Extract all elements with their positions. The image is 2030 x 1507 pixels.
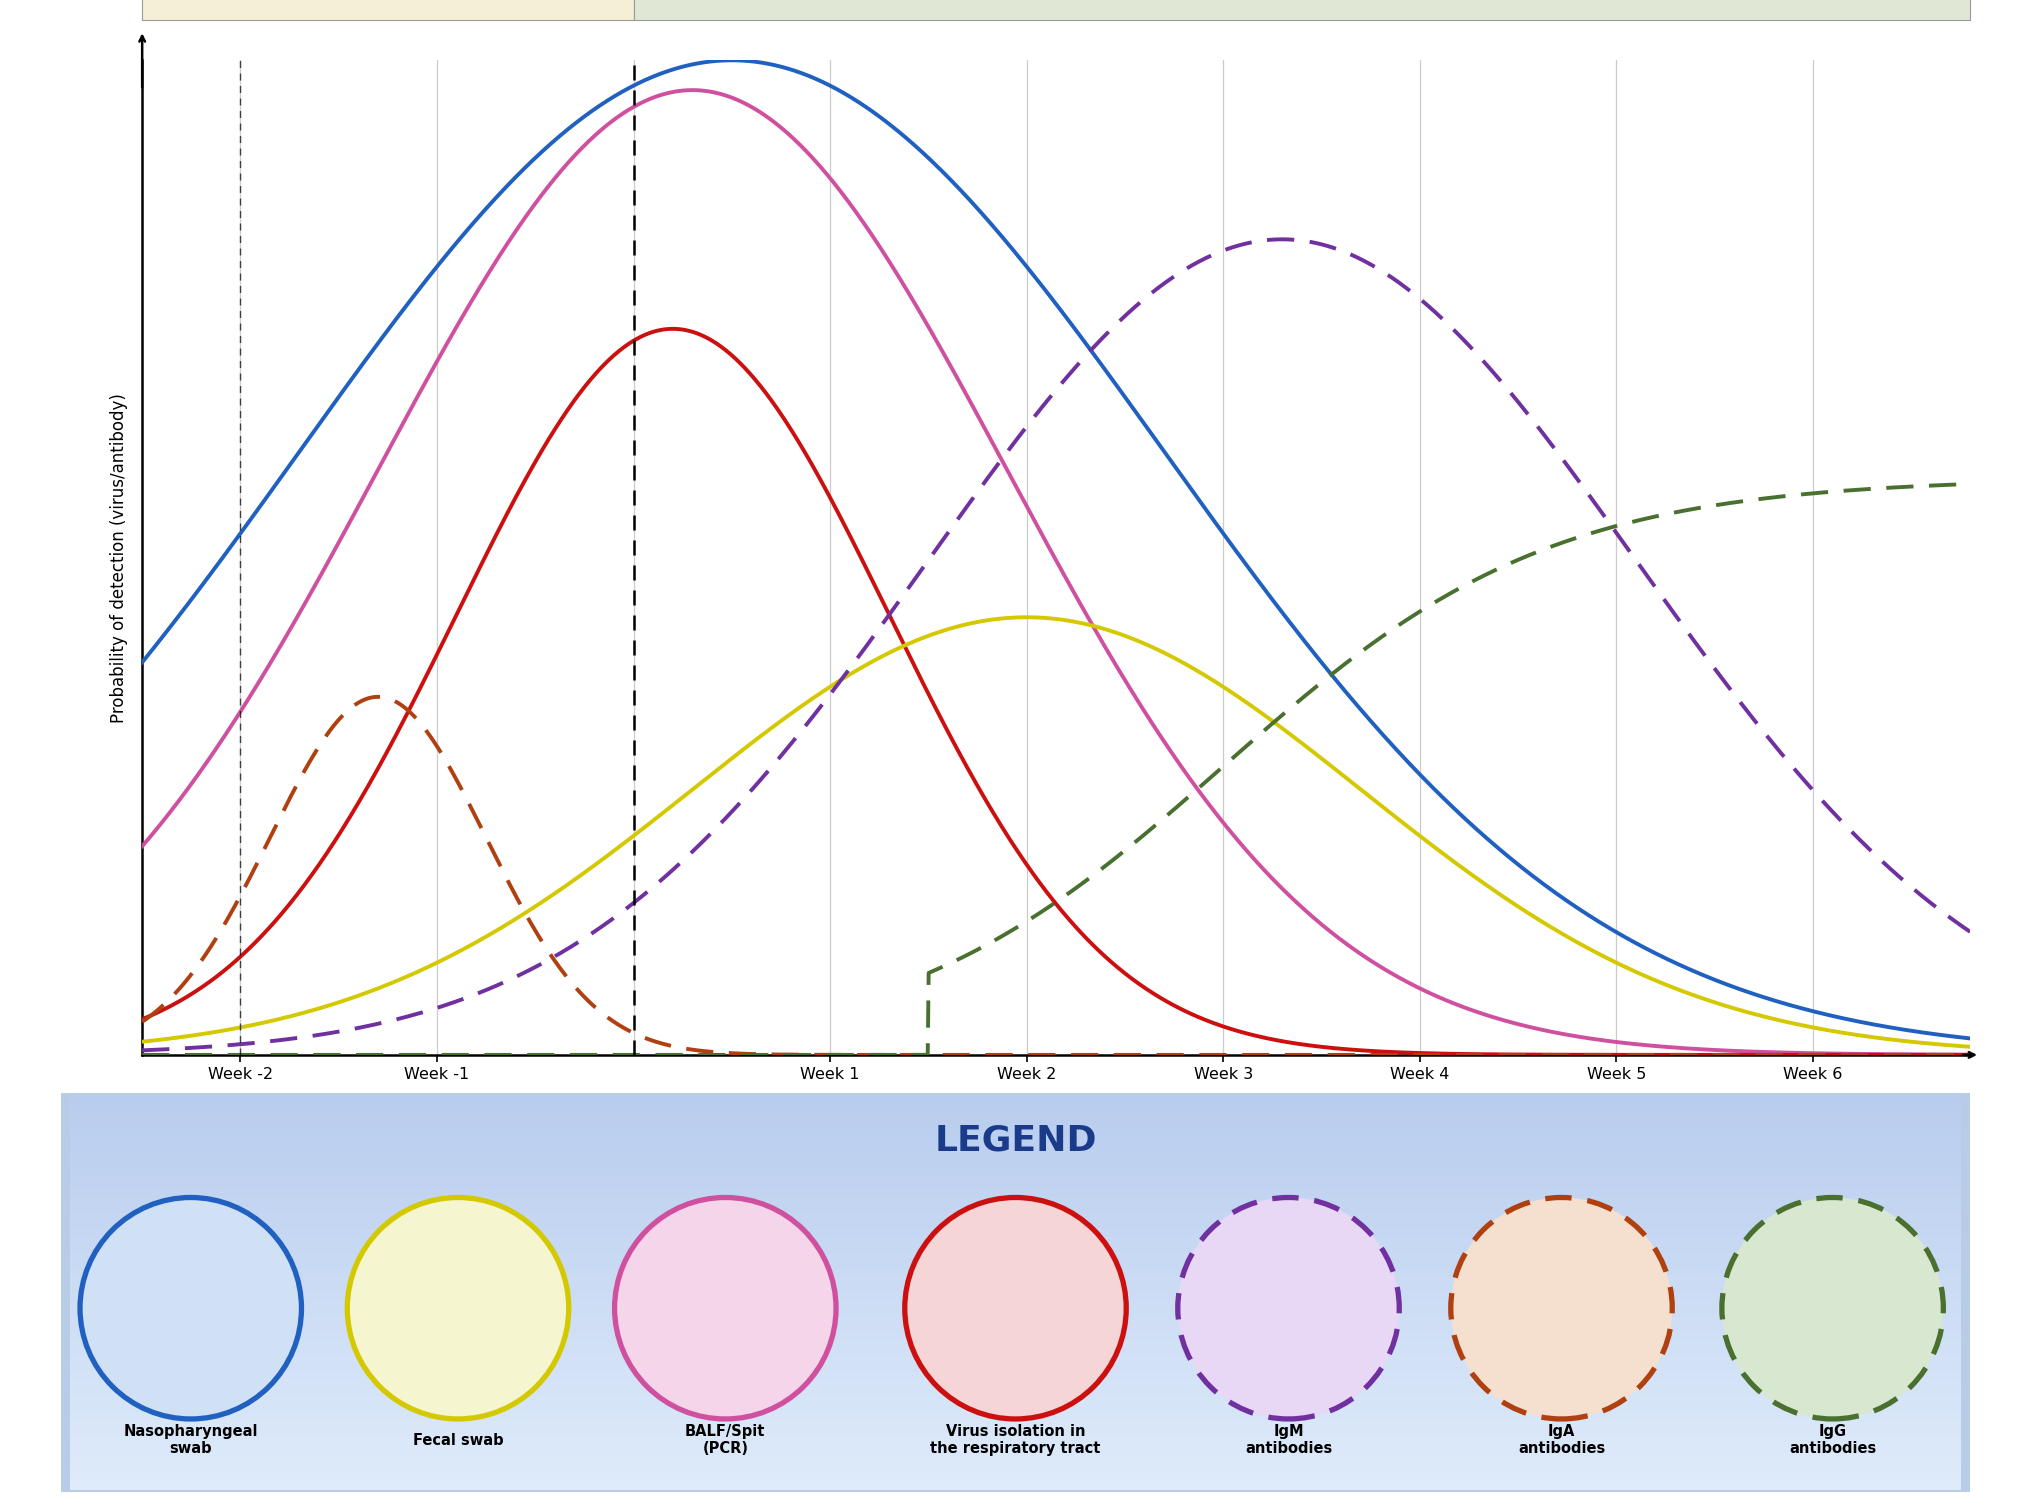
FancyBboxPatch shape: [71, 1111, 1959, 1118]
FancyBboxPatch shape: [71, 1142, 1959, 1150]
FancyBboxPatch shape: [71, 1347, 1959, 1355]
FancyBboxPatch shape: [71, 1189, 1959, 1198]
FancyBboxPatch shape: [71, 1230, 1959, 1237]
FancyBboxPatch shape: [71, 1276, 1959, 1284]
Text: Start symptoms: Start symptoms: [568, 1124, 719, 1142]
FancyBboxPatch shape: [633, 0, 1969, 21]
Text: IgG
antibodies: IgG antibodies: [1788, 1424, 1876, 1456]
FancyBboxPatch shape: [71, 1301, 1959, 1308]
FancyBboxPatch shape: [71, 1308, 1959, 1316]
FancyBboxPatch shape: [71, 1198, 1959, 1206]
FancyBboxPatch shape: [71, 1355, 1959, 1364]
FancyBboxPatch shape: [71, 1126, 1959, 1135]
FancyBboxPatch shape: [71, 1466, 1959, 1474]
FancyBboxPatch shape: [32, 1087, 1998, 1498]
FancyBboxPatch shape: [71, 1371, 1959, 1379]
FancyBboxPatch shape: [71, 1166, 1959, 1174]
FancyBboxPatch shape: [71, 1442, 1959, 1450]
FancyBboxPatch shape: [71, 1103, 1959, 1111]
FancyBboxPatch shape: [71, 1364, 1959, 1371]
Text: IgM
antibodies: IgM antibodies: [1244, 1424, 1332, 1456]
FancyBboxPatch shape: [71, 1379, 1959, 1386]
FancyBboxPatch shape: [71, 1221, 1959, 1230]
FancyBboxPatch shape: [71, 1403, 1959, 1411]
FancyBboxPatch shape: [71, 1395, 1959, 1403]
FancyBboxPatch shape: [71, 1118, 1959, 1126]
FancyBboxPatch shape: [71, 1450, 1959, 1459]
Ellipse shape: [347, 1198, 568, 1420]
FancyBboxPatch shape: [71, 1094, 1959, 1103]
FancyBboxPatch shape: [71, 1411, 1959, 1418]
FancyBboxPatch shape: [71, 1135, 1959, 1142]
Y-axis label: Probability of detection (virus/antibody): Probability of detection (virus/antibody…: [110, 393, 128, 722]
Ellipse shape: [1721, 1198, 1943, 1420]
Ellipse shape: [615, 1198, 836, 1420]
FancyBboxPatch shape: [71, 1474, 1959, 1481]
Ellipse shape: [1449, 1198, 1671, 1420]
FancyBboxPatch shape: [71, 1157, 1959, 1166]
FancyBboxPatch shape: [71, 1261, 1959, 1269]
FancyBboxPatch shape: [71, 1245, 1959, 1252]
FancyBboxPatch shape: [71, 1427, 1959, 1435]
FancyBboxPatch shape: [71, 1418, 1959, 1427]
Text: LEGEND: LEGEND: [934, 1124, 1096, 1157]
FancyBboxPatch shape: [71, 1181, 1959, 1189]
FancyBboxPatch shape: [71, 1386, 1959, 1395]
Text: Nasopharyngeal
swab: Nasopharyngeal swab: [124, 1424, 258, 1456]
FancyBboxPatch shape: [71, 1237, 1959, 1245]
FancyBboxPatch shape: [71, 1332, 1959, 1340]
FancyBboxPatch shape: [71, 1252, 1959, 1261]
FancyBboxPatch shape: [71, 1481, 1959, 1490]
FancyBboxPatch shape: [71, 1150, 1959, 1157]
FancyBboxPatch shape: [71, 1284, 1959, 1293]
FancyBboxPatch shape: [71, 1206, 1959, 1213]
FancyBboxPatch shape: [142, 0, 633, 21]
FancyBboxPatch shape: [71, 1213, 1959, 1221]
Ellipse shape: [903, 1198, 1127, 1420]
Text: Virus isolation in
the respiratory tract: Virus isolation in the respiratory tract: [930, 1424, 1100, 1456]
FancyBboxPatch shape: [71, 1269, 1959, 1276]
Ellipse shape: [1177, 1198, 1399, 1420]
FancyBboxPatch shape: [71, 1340, 1959, 1347]
FancyBboxPatch shape: [71, 1293, 1959, 1301]
Text: IgA
antibodies: IgA antibodies: [1516, 1424, 1604, 1456]
X-axis label: Time from infection: Time from infection: [968, 1096, 1143, 1114]
Text: Fecal swab: Fecal swab: [412, 1433, 503, 1448]
FancyBboxPatch shape: [71, 1174, 1959, 1181]
FancyBboxPatch shape: [71, 1323, 1959, 1332]
Text: BALF/Spit
(PCR): BALF/Spit (PCR): [684, 1424, 765, 1456]
FancyBboxPatch shape: [71, 1459, 1959, 1466]
Text: Infection: Infection: [199, 1124, 282, 1142]
FancyBboxPatch shape: [71, 1435, 1959, 1442]
Ellipse shape: [79, 1198, 300, 1420]
FancyBboxPatch shape: [71, 1316, 1959, 1323]
